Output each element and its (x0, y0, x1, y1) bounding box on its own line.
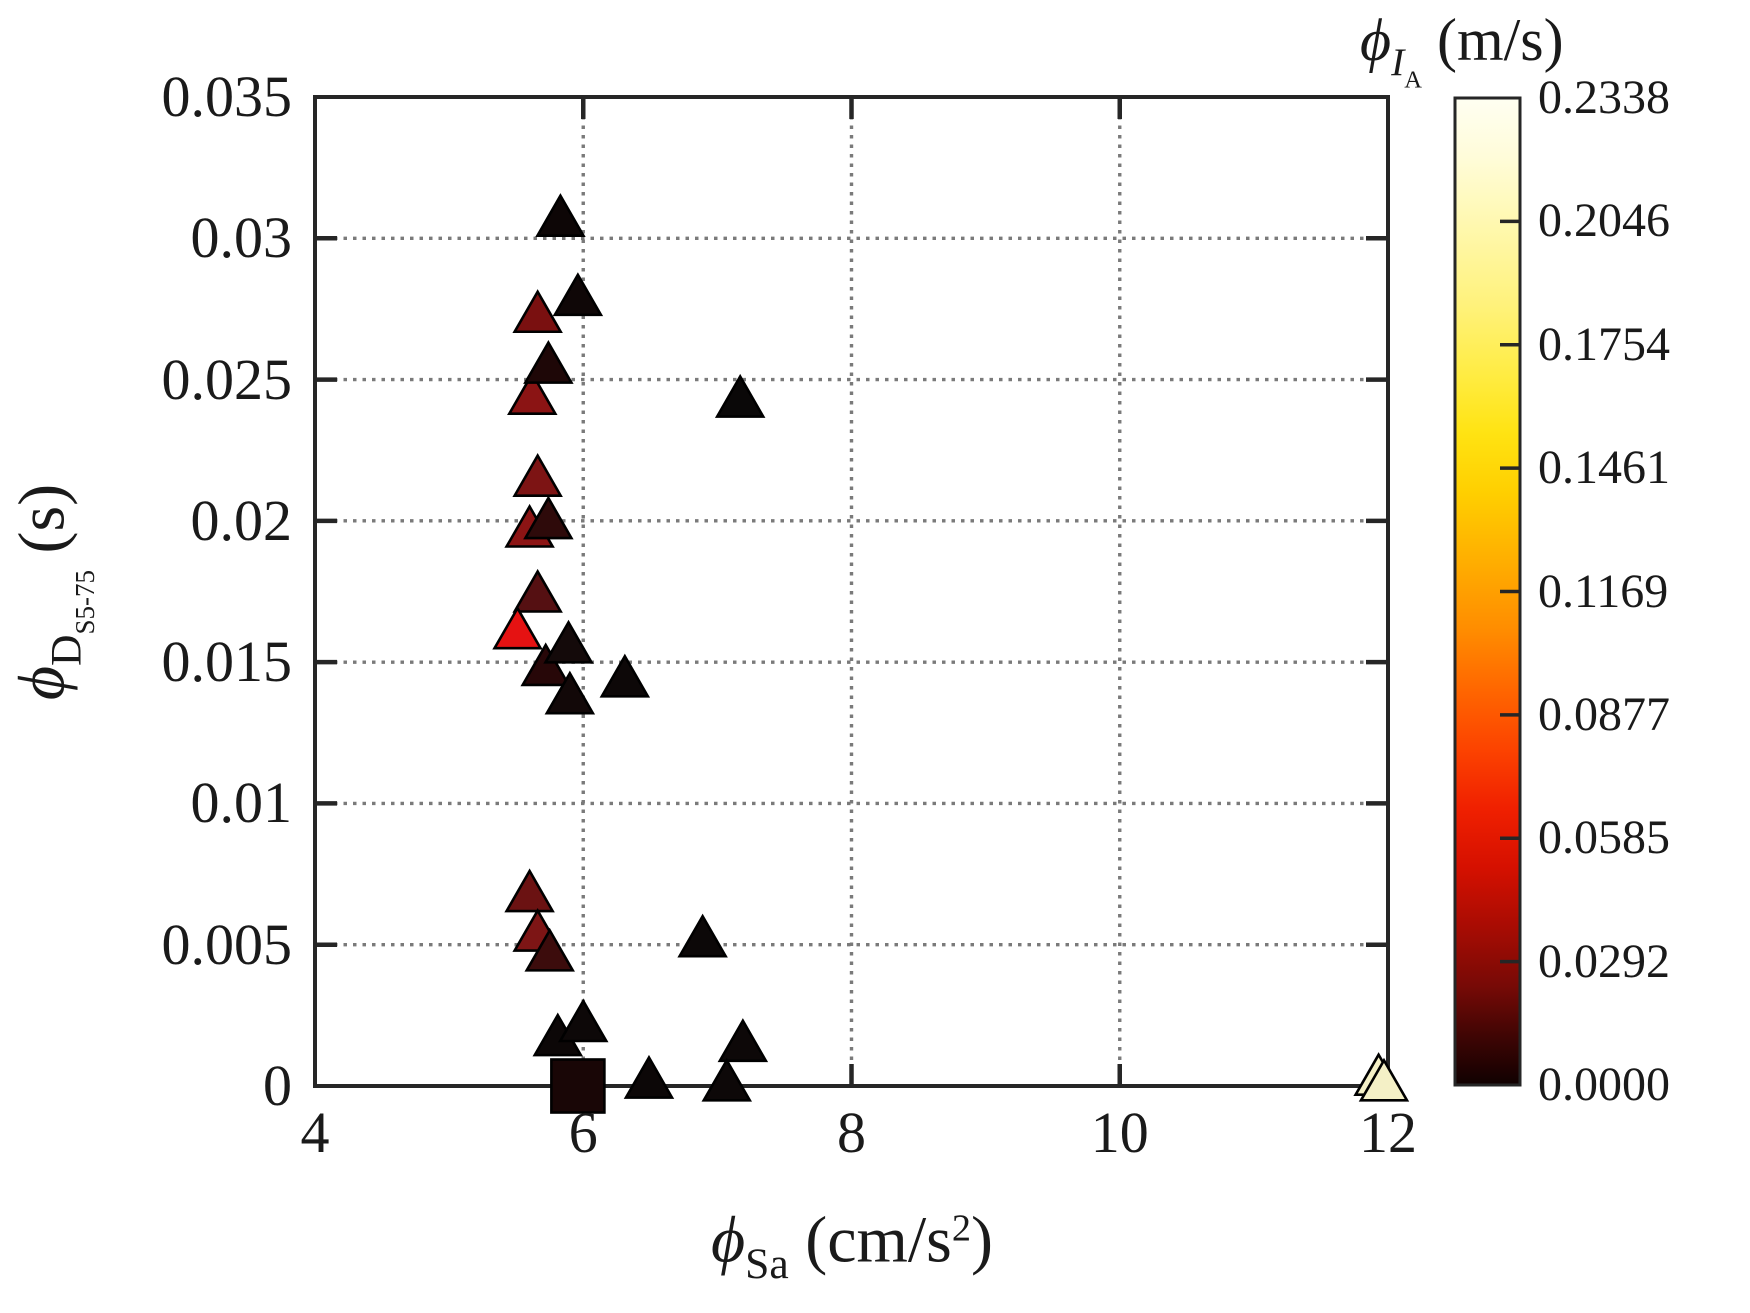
marker-triangle-23 (623, 1054, 675, 1099)
colorbar-label-0.2338: 0.2338 (1538, 71, 1670, 124)
colorbar-title-phi: ϕ (1360, 7, 1392, 73)
y-tick-label-0.035: 0.035 (161, 64, 293, 129)
marker-triangle-22 (701, 1057, 753, 1102)
colorbar-title-unit: (m/s) (1421, 7, 1564, 73)
marker-triangle-12 (543, 619, 594, 664)
marker-triangle-10 (492, 605, 543, 650)
marker-triangle-18 (677, 913, 728, 958)
marker-triangle-26 (1358, 1057, 1410, 1102)
marker-triangle-6 (512, 453, 563, 497)
colorbar-label-0.2046: 0.2046 (1538, 194, 1670, 248)
y-axis-label-unit: (s) (5, 483, 79, 571)
marker-triangle-2 (512, 289, 563, 334)
x-axis-label: ϕSa (cm/s2) (711, 1207, 993, 1286)
colorbar-label-0.1169: 0.1169 (1538, 564, 1669, 618)
x-tick-label-10: 10 (1090, 1100, 1149, 1165)
colorbar-label-0.0877: 0.0877 (1538, 687, 1670, 741)
y-axis-label-subscript: DS5-75 (42, 570, 100, 666)
y-tick-label-0.01: 0.01 (190, 770, 293, 836)
colorbar-label-0.0000: 0.0000 (1538, 1058, 1670, 1111)
marker-triangle-17 (524, 927, 575, 972)
marker-triangle-3 (507, 371, 558, 416)
x-tick-label-4: 4 (300, 1100, 330, 1165)
x-axis-label-unit-close: ) (971, 1203, 993, 1277)
marker-triangle-0 (535, 193, 586, 237)
marker-triangle-20 (558, 998, 609, 1043)
y-tick-label-0: 0 (263, 1053, 292, 1118)
colorbar-label-0.1754: 0.1754 (1538, 317, 1670, 371)
marker-triangle-8 (523, 495, 574, 540)
colorbar-title-subsubscript: A (1404, 66, 1422, 94)
x-axis-label-superscript: 2 (951, 1207, 972, 1250)
marker-triangle-1 (552, 272, 604, 317)
y-tick-label-0.005: 0.005 (161, 911, 293, 977)
marker-triangle-13 (599, 653, 651, 698)
marker-triangle-9 (512, 568, 563, 613)
marker-triangle-21 (717, 1018, 769, 1063)
colorbar-label-0.0292: 0.0292 (1538, 934, 1670, 988)
y-axis-label-subsubscript: S5-75 (69, 570, 100, 635)
marker-square-24 (550, 1058, 606, 1114)
marker-triangle-11 (520, 642, 571, 687)
x-axis-label-subscript: Sa (745, 1239, 789, 1288)
marker-triangle-14 (544, 670, 596, 715)
x-axis-label-unit-open: (cm/s (788, 1203, 952, 1277)
colorbar-title: ϕIA (m/s) (1360, 10, 1564, 93)
y-tick-label-0.02: 0.02 (190, 487, 293, 553)
y-axis-label-phi: ϕ (5, 665, 79, 701)
x-tick-label-6: 6 (568, 1100, 598, 1165)
y-tick-label-0.03: 0.03 (190, 205, 293, 271)
y-axis-label: ϕDS5-75 (s) (5, 484, 100, 700)
marker-triangle-4 (523, 340, 574, 384)
x-axis-label-phi: ϕ (711, 1203, 746, 1277)
marker-triangle-5 (714, 373, 766, 418)
x-tick-label-8: 8 (837, 1100, 866, 1165)
colorbar-label-0.1461: 0.1461 (1538, 441, 1670, 495)
colorbar-title-subscript: IA (1391, 40, 1422, 94)
x-tick-label-12: 12 (1359, 1100, 1417, 1165)
y-tick-label-0.025: 0.025 (161, 346, 293, 412)
y-tick-label-0.015: 0.015 (161, 629, 293, 695)
colorbar-label-0.0585: 0.0585 (1538, 811, 1670, 865)
marker-triangle-15 (504, 868, 555, 913)
